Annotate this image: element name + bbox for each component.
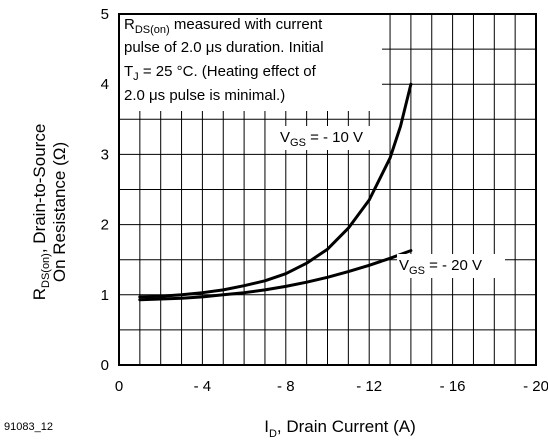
x-tick-label: - 16 — [440, 378, 466, 395]
series-line-1 — [138, 249, 413, 302]
series-lines — [138, 82, 413, 302]
y-axis-label-line-2: On Resistance (Ω) — [50, 142, 69, 282]
note-line-3: TJ = 25 °C. (Heating effect of — [124, 63, 317, 83]
y-tick-label: 4 — [101, 76, 109, 93]
plot-frame — [118, 13, 537, 366]
y-axis-label: RDS(on), Drain-to-Source On Resistance (… — [30, 124, 69, 301]
y-tick-label: 3 — [101, 146, 109, 163]
note-line-2: pulse of 2.0 μs duration. Initial — [124, 39, 324, 56]
y-tick-label: 0 — [101, 357, 109, 374]
x-axis-label: ID, Drain Current (A) — [264, 417, 416, 440]
x-tick-label: - 4 — [194, 378, 212, 395]
note-line-1: RDS(on) measured with current — [124, 16, 323, 36]
x-tick-label: - 8 — [277, 378, 295, 395]
series-label-vgs-10v: VGS = - 10 V — [280, 129, 363, 149]
series-label-vgs-20v: VGS = - 20 V — [399, 257, 482, 277]
tick-labels: 0 - 4 - 8 - 12 - 16 - 20 0 1 2 3 4 5 — [101, 6, 548, 395]
note-box — [120, 15, 382, 111]
y-tick-label: 5 — [101, 6, 109, 23]
x-tick-label: - 20 — [523, 378, 548, 395]
series-line-0 — [138, 82, 413, 299]
note-line-4: 2.0 μs pulse is minimal.) — [124, 87, 285, 104]
x-tick-label: 0 — [115, 378, 123, 395]
series-label-bg-20v — [397, 254, 505, 278]
y-axis-label-line-1: RDS(on), Drain-to-Source — [30, 124, 52, 301]
y-tick-label: 1 — [101, 287, 109, 304]
y-tick-label: 2 — [101, 217, 109, 234]
figure-id: 91083_12 — [4, 421, 53, 433]
series-label-bg-10v — [277, 126, 385, 150]
x-tick-label: - 12 — [356, 378, 382, 395]
